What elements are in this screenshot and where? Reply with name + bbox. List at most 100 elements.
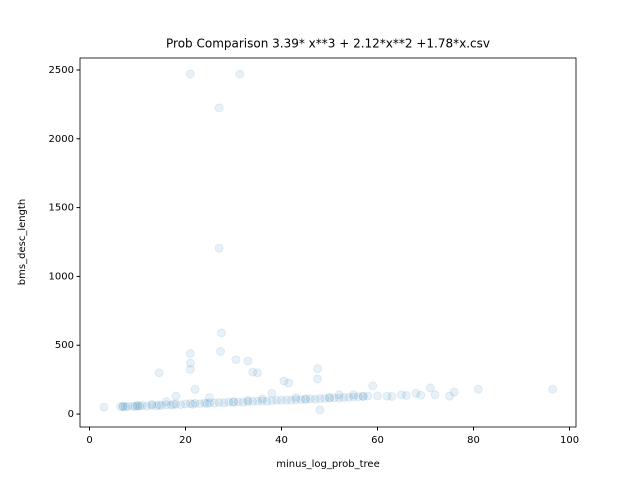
point bbox=[171, 391, 181, 401]
point bbox=[229, 397, 239, 407]
point bbox=[195, 399, 205, 409]
y-tick-label: 1000 bbox=[49, 271, 74, 282]
x-axis-label: minus_log_prob_tree bbox=[276, 459, 379, 470]
point bbox=[272, 395, 282, 405]
point bbox=[339, 393, 349, 403]
point bbox=[99, 402, 109, 412]
point bbox=[411, 388, 421, 398]
point bbox=[368, 381, 378, 391]
point bbox=[161, 400, 171, 410]
point bbox=[205, 393, 215, 403]
y-tick-label: 2500 bbox=[49, 65, 74, 76]
x-tick-label: 60 bbox=[371, 435, 384, 446]
point bbox=[277, 395, 287, 405]
x-tick-label: 80 bbox=[467, 435, 480, 446]
point bbox=[387, 391, 397, 401]
point bbox=[216, 346, 226, 356]
point bbox=[397, 390, 407, 400]
point bbox=[401, 390, 411, 400]
point bbox=[185, 349, 195, 359]
point bbox=[257, 396, 267, 406]
point bbox=[296, 394, 306, 404]
y-axis-label: bms_desc_length bbox=[17, 199, 28, 285]
point bbox=[334, 393, 344, 403]
x-tick-label: 20 bbox=[179, 435, 192, 446]
point bbox=[425, 383, 435, 393]
point bbox=[235, 69, 245, 79]
point bbox=[171, 399, 181, 409]
x-tick-label: 0 bbox=[86, 435, 92, 446]
point bbox=[176, 400, 186, 410]
point bbox=[315, 405, 325, 415]
point bbox=[305, 394, 315, 404]
point bbox=[238, 397, 248, 407]
point bbox=[209, 398, 219, 408]
point bbox=[473, 384, 483, 394]
point bbox=[548, 384, 558, 394]
point bbox=[301, 394, 311, 404]
point bbox=[133, 401, 143, 411]
chart-title: Prob Comparison 3.39* x**3 + 2.12*x**2 +… bbox=[166, 37, 490, 51]
point bbox=[202, 398, 212, 408]
point bbox=[130, 401, 140, 411]
point bbox=[243, 397, 253, 407]
point bbox=[248, 396, 258, 406]
point bbox=[166, 400, 176, 410]
plot-frame bbox=[79, 57, 577, 428]
point bbox=[373, 391, 383, 401]
point bbox=[154, 368, 164, 378]
point bbox=[128, 401, 138, 411]
y-tick-label: 1500 bbox=[49, 203, 74, 214]
point bbox=[154, 400, 164, 410]
point bbox=[200, 398, 210, 408]
point bbox=[205, 398, 215, 408]
point bbox=[329, 393, 339, 403]
point bbox=[135, 401, 145, 411]
point bbox=[118, 401, 128, 411]
point bbox=[133, 401, 143, 411]
point bbox=[137, 401, 147, 411]
point bbox=[217, 328, 227, 338]
y-tick-label: 0 bbox=[68, 409, 74, 420]
point bbox=[214, 243, 224, 253]
point bbox=[267, 388, 277, 398]
point bbox=[161, 397, 171, 407]
point bbox=[416, 390, 426, 400]
point bbox=[157, 401, 167, 411]
point bbox=[243, 395, 253, 405]
point bbox=[219, 398, 229, 408]
point bbox=[349, 392, 359, 402]
point bbox=[190, 384, 200, 394]
point bbox=[291, 393, 301, 403]
point bbox=[248, 367, 258, 377]
point bbox=[214, 398, 224, 408]
point bbox=[253, 396, 263, 406]
x-tick-label: 40 bbox=[275, 435, 288, 446]
point bbox=[181, 399, 191, 409]
y-tick-label: 500 bbox=[55, 340, 74, 351]
point bbox=[116, 402, 126, 412]
point bbox=[185, 69, 195, 79]
point bbox=[142, 401, 152, 411]
point bbox=[147, 399, 157, 409]
point bbox=[281, 395, 291, 405]
point bbox=[188, 399, 198, 409]
point bbox=[185, 364, 195, 374]
point bbox=[214, 103, 224, 113]
point bbox=[123, 401, 133, 411]
point bbox=[301, 394, 311, 404]
point bbox=[358, 392, 368, 402]
point bbox=[262, 396, 272, 406]
point bbox=[445, 391, 455, 401]
point bbox=[334, 390, 344, 400]
point bbox=[382, 391, 392, 401]
point bbox=[185, 399, 195, 409]
point bbox=[358, 391, 368, 401]
point bbox=[169, 399, 179, 409]
point bbox=[349, 390, 359, 400]
point bbox=[310, 394, 320, 404]
point bbox=[190, 398, 200, 408]
point bbox=[224, 397, 234, 407]
point bbox=[118, 401, 128, 411]
